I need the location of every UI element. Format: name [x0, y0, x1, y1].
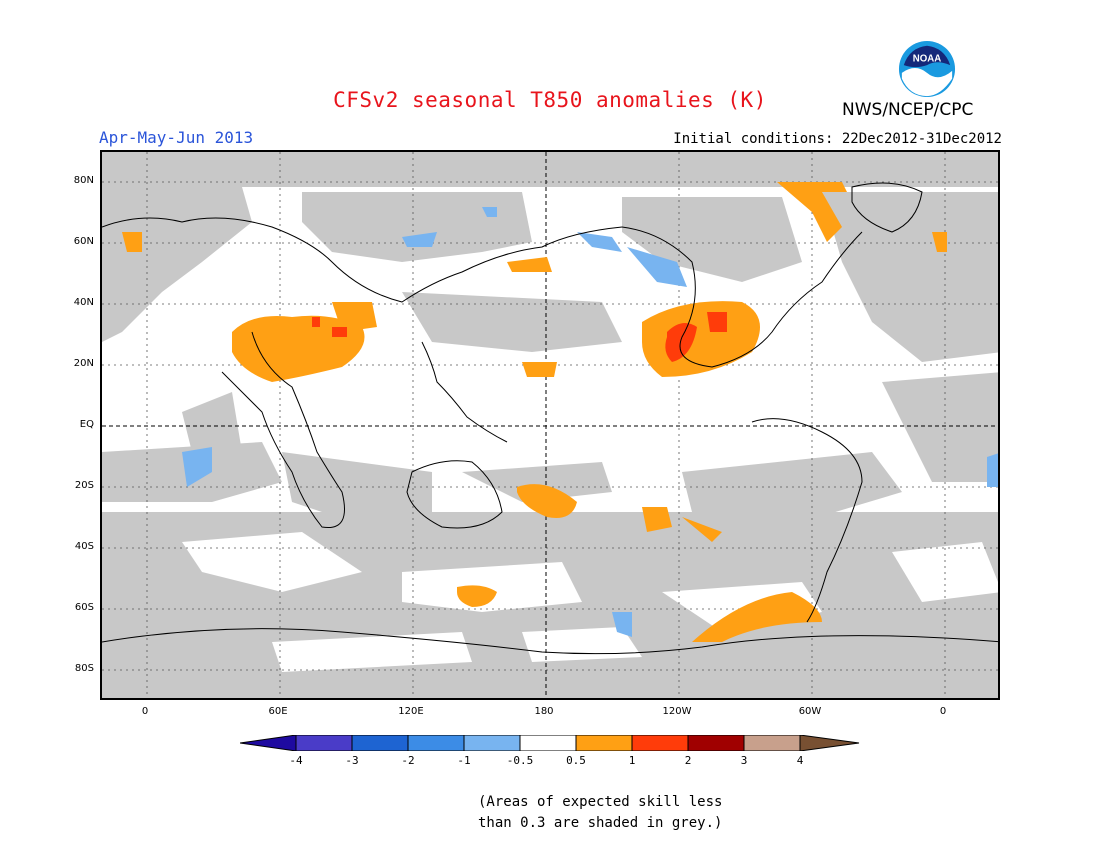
colorbar-label: 3: [740, 754, 748, 767]
lon-label: 60E: [268, 706, 288, 717]
lon-label: 0: [939, 706, 947, 717]
colorbar-cell: [295, 735, 353, 751]
map-canvas: [102, 152, 998, 698]
lon-label: 60W: [798, 706, 822, 717]
noaa-logo: NOAA: [898, 40, 956, 98]
lat-label: 20N: [73, 358, 94, 369]
lat-label: 80N: [73, 175, 94, 186]
lat-label: 60S: [74, 602, 94, 613]
strong-anomaly-patches: [312, 312, 727, 362]
lat-label: EQ: [79, 419, 94, 430]
colorbar-arrow-right: [799, 735, 860, 751]
colorbar-label: -2: [401, 754, 415, 767]
logo-top: [903, 45, 951, 68]
season-label: Apr-May-Jun 2013: [99, 128, 254, 147]
colorbar-cell: [575, 735, 633, 751]
negative-anomaly-patches: [182, 207, 998, 637]
colorbar-arrow-left: [240, 735, 297, 751]
agency-label: NWS/NCEP/CPC: [842, 100, 974, 120]
colorbar-label: 0.5: [566, 754, 586, 767]
colorbar-label: 1: [628, 754, 636, 767]
lat-label: 80S: [74, 663, 94, 674]
skill-note-line: than 0.3 are shaded in grey.): [478, 815, 723, 831]
colorbar-label: -0.5: [506, 754, 534, 767]
map-title: CFSv2 seasonal T850 anomalies (K): [333, 88, 767, 112]
logo-text: NOAA: [913, 53, 941, 64]
coastlines: [102, 182, 998, 655]
lon-label: 120E: [398, 706, 424, 717]
colorbar-label: -3: [345, 754, 359, 767]
lon-label: 120W: [662, 706, 692, 717]
skill-note: (Areas of expected skill less than 0.3 a…: [478, 792, 722, 834]
skill-note-line: (Areas of expected skill less: [478, 794, 723, 810]
colorbar-cell: [687, 735, 745, 751]
colorbar-label: -4: [289, 754, 303, 767]
colorbar-label: 4: [796, 754, 804, 767]
colorbar-cell: [631, 735, 689, 751]
colorbar: [240, 735, 860, 751]
lat-label: 40S: [74, 541, 94, 552]
lat-label: 40N: [73, 297, 94, 308]
colorbar-cell: [351, 735, 409, 751]
anomaly-map: [100, 150, 1000, 700]
lat-label: 60N: [73, 236, 94, 247]
initial-conditions-label: Initial conditions: 22Dec2012-31Dec2012: [673, 131, 1002, 147]
southern-gaps: [182, 532, 998, 672]
colorbar-label: 2: [684, 754, 692, 767]
logo-wave: [901, 68, 953, 97]
lon-label: 0: [141, 706, 149, 717]
colorbar-label: -1: [457, 754, 471, 767]
lat-label: 20S: [74, 480, 94, 491]
colorbar-cell: [743, 735, 801, 751]
lon-label: 180: [534, 706, 554, 717]
colorbar-cell: [463, 735, 521, 751]
colorbar-cell: [519, 735, 577, 751]
colorbar-cell: [407, 735, 465, 751]
